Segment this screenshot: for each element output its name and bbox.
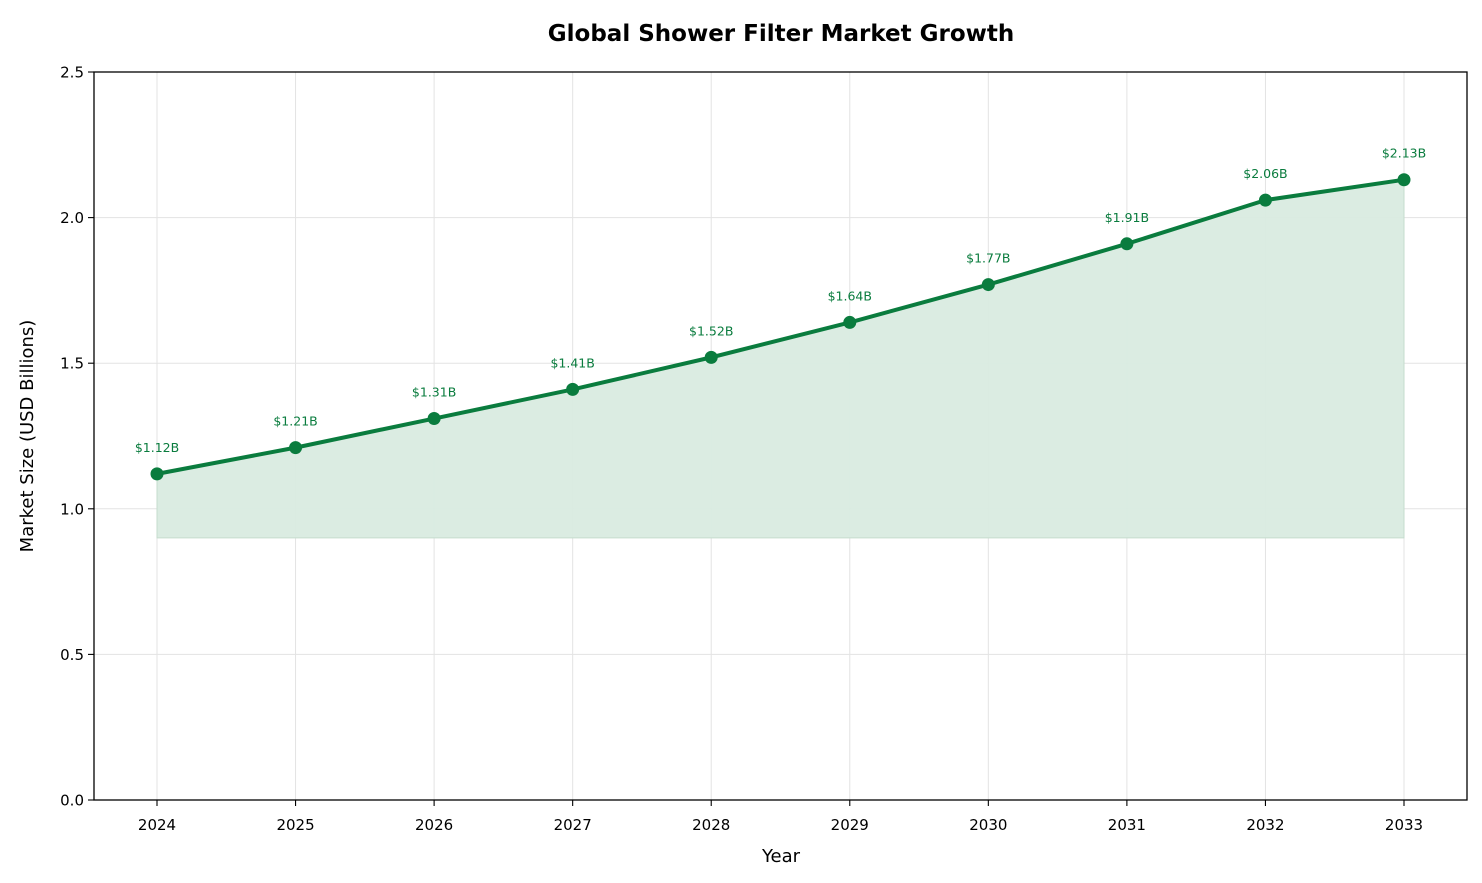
x-tick-label: 2032: [1246, 816, 1284, 834]
data-label: $2.06B: [1243, 166, 1287, 181]
y-tick-label: 0.5: [60, 646, 84, 664]
data-label: $1.77B: [966, 251, 1010, 266]
y-axis-title: Market Size (USD Billions): [17, 320, 38, 553]
x-tick-label: 2027: [554, 816, 592, 834]
data-point: [1120, 237, 1134, 251]
y-tick-label: 2.0: [60, 209, 84, 227]
data-labels: $1.12B $1.21B $1.31B $1.41B $1.52B $1.64B $1.7…: [135, 146, 1426, 455]
data-label: $1.12B: [135, 440, 179, 455]
area-fill: [156, 179, 1405, 539]
series-line: [155, 177, 1406, 476]
data-point: [289, 441, 303, 455]
data-point: [427, 412, 441, 426]
data-label: $1.91B: [1105, 210, 1149, 225]
x-tick-label: 2033: [1385, 816, 1423, 834]
plot-frame: [93, 71, 1468, 801]
x-tick-label: 2029: [831, 816, 869, 834]
x-axis-title: Year: [761, 846, 801, 867]
x-axis-ticks: 2024 2025 2026 2027 2028 2029 2030 2031 2032 2033: [138, 800, 1423, 834]
area-fill-layer: [156, 179, 1405, 539]
data-label: $1.64B: [828, 288, 872, 303]
y-axis-ticks: 0.0 0.5 1.0 1.5 2.0 2.5: [60, 64, 94, 810]
data-point: [843, 315, 857, 329]
data-points: [150, 173, 1411, 481]
x-tick-label: 2025: [276, 816, 314, 834]
x-tick-label: 2026: [415, 816, 453, 834]
series-line-layer: [155, 177, 1406, 476]
data-point: [1258, 193, 1272, 207]
data-point: [981, 278, 995, 292]
y-tick-label: 1.0: [60, 500, 84, 518]
x-tick-label: 2028: [692, 816, 730, 834]
x-tick-label: 2030: [969, 816, 1007, 834]
data-label: $2.13B: [1382, 146, 1426, 161]
y-tick-label: 1.5: [60, 355, 84, 373]
data-point: [566, 382, 580, 396]
y-tick-label: 0.0: [60, 792, 84, 810]
data-label: $1.52B: [689, 323, 733, 338]
data-label: $1.41B: [550, 355, 594, 370]
data-point: [1397, 173, 1411, 187]
data-point: [704, 350, 718, 364]
x-tick-label: 2031: [1108, 816, 1146, 834]
data-label: $1.31B: [412, 385, 456, 400]
data-label: $1.21B: [273, 414, 317, 429]
chart-title: Global Shower Filter Market Growth: [548, 21, 1014, 47]
x-tick-label: 2024: [138, 816, 176, 834]
y-tick-label: 2.5: [60, 64, 84, 82]
data-point: [150, 467, 164, 481]
